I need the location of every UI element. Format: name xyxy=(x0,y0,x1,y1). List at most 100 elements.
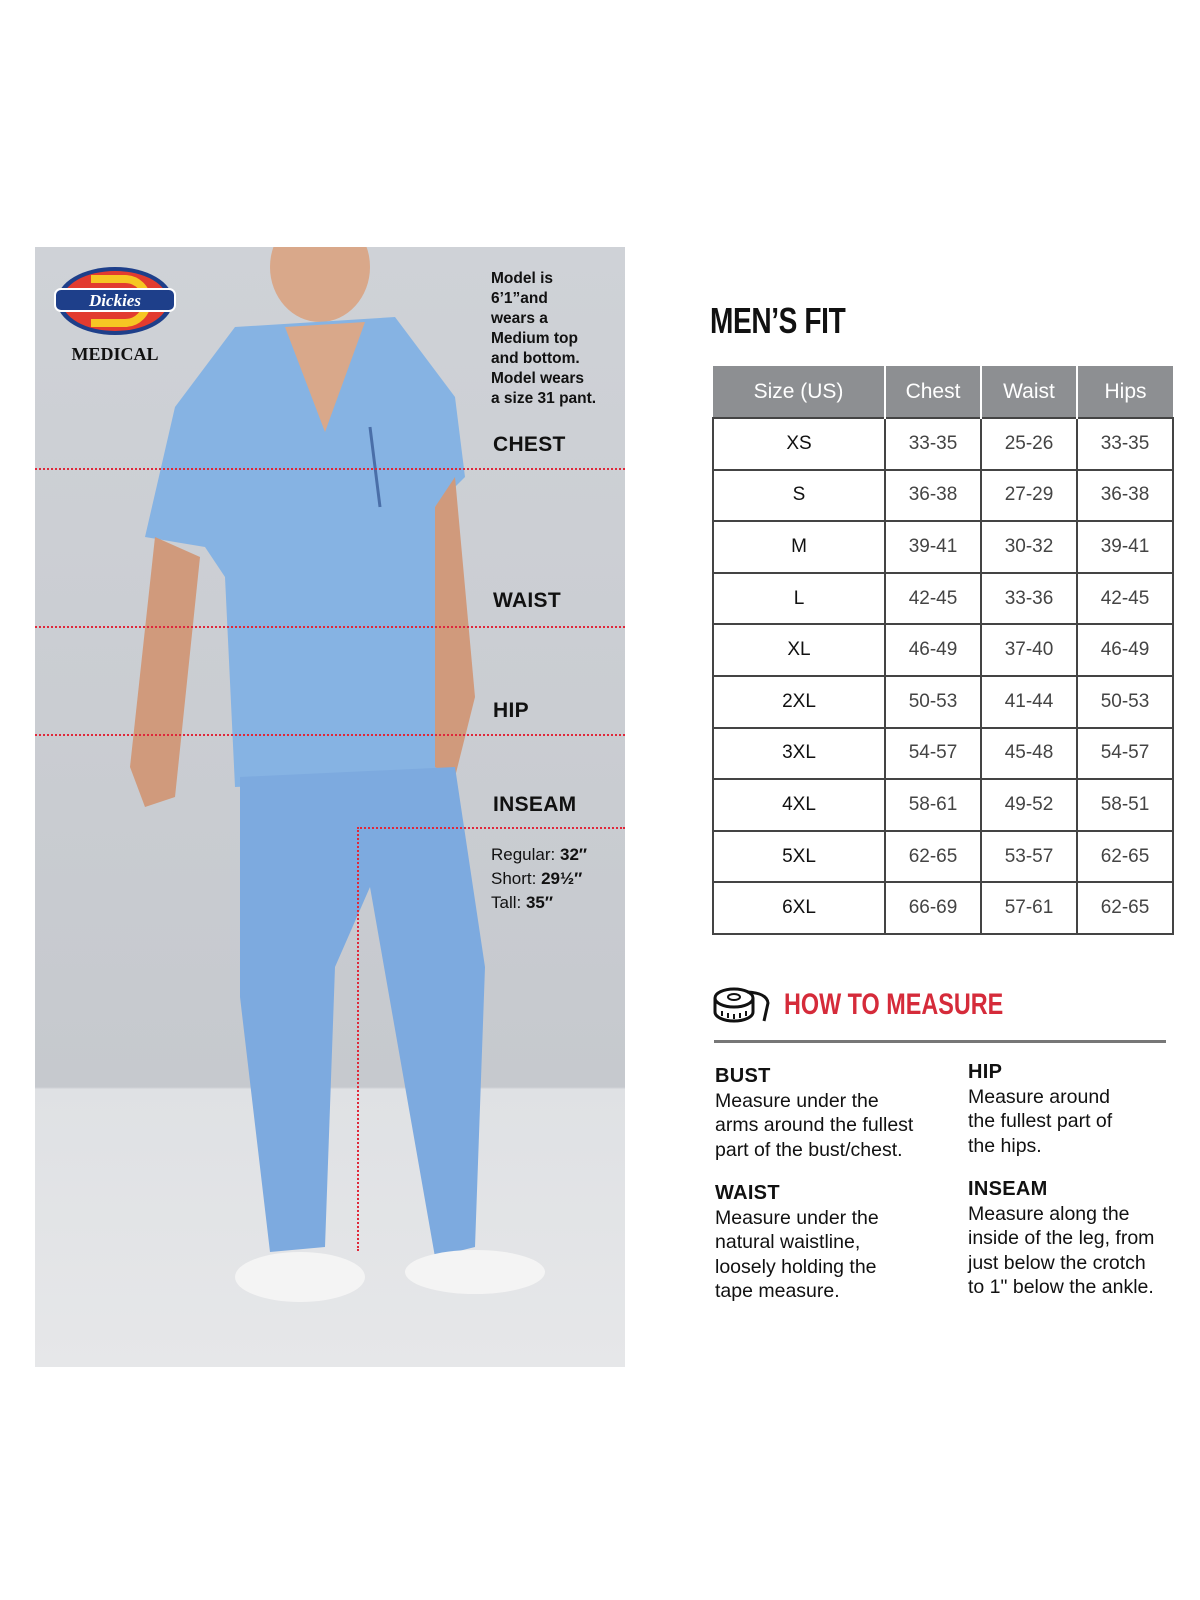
cell-hips: 50-53 xyxy=(1076,674,1174,729)
inseam-short: Short: 29½″ xyxy=(491,869,583,888)
cell-chest: 46-49 xyxy=(884,623,982,677)
cell-chest: 36-38 xyxy=(884,468,982,523)
text-line: just below the crotch xyxy=(968,1251,1146,1274)
text-line: inside of the leg, from xyxy=(968,1227,1155,1249)
model-photo: Dickies MEDICAL Model is 6’1”and wears a… xyxy=(35,247,625,1367)
table-row: 2XL 50-53 41-44 50-53 xyxy=(712,674,1174,729)
note-line: Model is xyxy=(491,270,554,287)
cell-size: L xyxy=(712,571,886,626)
inseam-regular: Regular: 32″ xyxy=(491,845,588,864)
text-line: tape measure. xyxy=(715,1280,840,1302)
cell-size: 4XL xyxy=(712,778,886,832)
text-line: the fullest part of xyxy=(968,1110,1113,1132)
text-line: natural waistline, xyxy=(715,1231,861,1253)
cell-hips: 39-41 xyxy=(1076,520,1174,574)
tape-measure-icon xyxy=(713,987,770,1023)
cell-waist: 49-52 xyxy=(980,778,1078,832)
hip-instructions: HIP Measure around the fullest part of t… xyxy=(968,1060,1112,1158)
note-line: wears a xyxy=(491,310,548,327)
chest-label: CHEST xyxy=(493,433,566,456)
text-line: to 1" below the ankle. xyxy=(968,1276,1154,1298)
inseam-label: INSEAM xyxy=(493,793,577,816)
cell-chest: 39-41 xyxy=(884,520,982,574)
table-row: M 39-41 30-32 39-41 xyxy=(712,520,1174,574)
table-row: L 42-45 33-36 42-45 xyxy=(712,571,1174,626)
table-row: 4XL 58-61 49-52 58-51 xyxy=(712,778,1174,832)
cell-size: S xyxy=(712,468,886,523)
text-line: Measure under the xyxy=(715,1206,879,1229)
brand-sub: MEDICAL xyxy=(71,344,159,364)
waist-instructions: WAIST Measure under the natural waistlin… xyxy=(715,1181,879,1304)
cell-hips: 62-65 xyxy=(1076,881,1174,935)
cell-hips: 58-51 xyxy=(1076,778,1174,832)
cell-waist: 33-36 xyxy=(980,571,1078,626)
table-row: XS 33-35 25-26 33-35 xyxy=(712,417,1174,471)
table-row: 3XL 54-57 45-48 54-57 xyxy=(712,726,1174,781)
cell-size: XS xyxy=(712,417,886,471)
cell-waist: 45-48 xyxy=(980,726,1078,781)
cell-waist: 27-29 xyxy=(980,468,1078,523)
bust-instructions: BUST Measure under the arms around the f… xyxy=(715,1064,913,1162)
table-row: XL 46-49 37-40 46-49 xyxy=(712,623,1174,677)
table-row: 5XL 62-65 53-57 62-65 xyxy=(712,829,1174,884)
cell-size: 3XL xyxy=(712,726,886,781)
cell-hips: 54-57 xyxy=(1076,726,1174,781)
chest-line xyxy=(35,468,625,470)
table-row: 6XL 66-69 57-61 62-65 xyxy=(712,881,1174,935)
how-to-measure-title: HOW TO MEASURE xyxy=(784,988,1004,1021)
inseam-heading: INSEAM xyxy=(968,1178,1048,1200)
page-title: MEN’S FIT xyxy=(710,300,846,341)
bust-heading: BUST xyxy=(715,1065,771,1087)
inseam-tall: Tall: 35″ xyxy=(491,893,554,912)
hip-line xyxy=(35,734,625,736)
header-waist: Waist xyxy=(980,366,1078,418)
cell-chest: 58-61 xyxy=(884,778,982,832)
cell-waist: 25-26 xyxy=(980,417,1078,471)
table-row: S 36-38 27-29 36-38 xyxy=(712,468,1174,523)
dickies-logo: Dickies MEDICAL xyxy=(51,265,179,365)
model-note: Model is 6’1”and wears a Medium top and … xyxy=(491,269,596,409)
dickies-logo-emblem: Dickies xyxy=(54,267,176,335)
cell-size: M xyxy=(712,520,886,574)
waist-line xyxy=(35,626,625,628)
how-to-measure-header: HOW TO MEASURE xyxy=(712,985,1065,1025)
inseam-values: Regular: 32″ Short: 29½″ Tall: 35″ xyxy=(491,843,587,915)
note-line: Medium top xyxy=(491,330,578,347)
hip-heading: HIP xyxy=(968,1061,1003,1083)
waist-label: WAIST xyxy=(493,589,561,612)
cell-size: 2XL xyxy=(712,674,886,729)
cell-hips: 36-38 xyxy=(1076,468,1174,523)
cell-chest: 33-35 xyxy=(884,417,982,471)
header-chest: Chest xyxy=(884,366,982,418)
text-line: arms around the fullest xyxy=(715,1114,914,1136)
cell-waist: 37-40 xyxy=(980,623,1078,677)
cell-chest: 42-45 xyxy=(884,571,982,626)
text-line: Measure under the xyxy=(715,1089,879,1112)
cell-waist: 30-32 xyxy=(980,520,1078,574)
cell-hips: 46-49 xyxy=(1076,623,1174,677)
header-size: Size (US) xyxy=(713,366,886,418)
cell-hips: 42-45 xyxy=(1076,571,1174,626)
size-table: Size (US) Chest Waist Hips XS 33-35 25-26 3… xyxy=(712,366,1174,935)
cell-waist: 41-44 xyxy=(980,674,1078,729)
text-line: loosely holding the xyxy=(715,1255,877,1278)
cell-hips: 62-65 xyxy=(1076,829,1174,884)
cell-chest: 62-65 xyxy=(884,829,982,884)
table-header: Size (US) Chest Waist Hips xyxy=(713,366,1173,418)
inseam-line xyxy=(357,827,625,829)
note-line: Model wears xyxy=(491,370,585,387)
divider xyxy=(714,1040,1166,1043)
note-line: 6’1”and xyxy=(491,290,548,307)
text-line: part of the bust/chest. xyxy=(715,1138,903,1161)
header-hips: Hips xyxy=(1076,366,1173,418)
cell-size: 5XL xyxy=(712,829,886,884)
hip-label: HIP xyxy=(493,699,529,722)
text-line: Measure around xyxy=(968,1085,1111,1108)
cell-chest: 50-53 xyxy=(884,674,982,729)
cell-waist: 57-61 xyxy=(980,881,1078,935)
cell-size: XL xyxy=(712,623,886,677)
note-line: and bottom. xyxy=(491,350,580,367)
text-line: Measure along the xyxy=(968,1202,1130,1225)
waist-heading: WAIST xyxy=(715,1182,780,1204)
cell-waist: 53-57 xyxy=(980,829,1078,884)
